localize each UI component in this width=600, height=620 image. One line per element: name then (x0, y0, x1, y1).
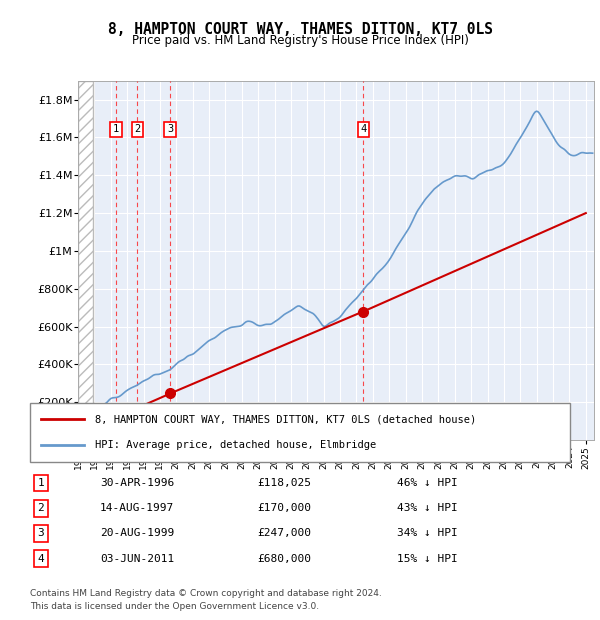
Text: 20-AUG-1999: 20-AUG-1999 (100, 528, 175, 539)
Text: 2: 2 (134, 124, 140, 134)
Text: 15% ↓ HPI: 15% ↓ HPI (397, 554, 458, 564)
Text: This data is licensed under the Open Government Licence v3.0.: This data is licensed under the Open Gov… (30, 602, 319, 611)
Text: 1: 1 (37, 478, 44, 488)
Text: £170,000: £170,000 (257, 503, 311, 513)
Text: 43% ↓ HPI: 43% ↓ HPI (397, 503, 458, 513)
Text: HPI: Average price, detached house, Elmbridge: HPI: Average price, detached house, Elmb… (95, 440, 376, 450)
Text: 8, HAMPTON COURT WAY, THAMES DITTON, KT7 0LS (detached house): 8, HAMPTON COURT WAY, THAMES DITTON, KT7… (95, 415, 476, 425)
Text: 2: 2 (37, 503, 44, 513)
Text: 8, HAMPTON COURT WAY, THAMES DITTON, KT7 0LS: 8, HAMPTON COURT WAY, THAMES DITTON, KT7… (107, 22, 493, 37)
Text: 34% ↓ HPI: 34% ↓ HPI (397, 528, 458, 539)
Text: £118,025: £118,025 (257, 478, 311, 488)
FancyBboxPatch shape (30, 403, 570, 462)
Text: 03-JUN-2011: 03-JUN-2011 (100, 554, 175, 564)
Text: 30-APR-1996: 30-APR-1996 (100, 478, 175, 488)
Text: £680,000: £680,000 (257, 554, 311, 564)
Text: 1: 1 (113, 124, 119, 134)
Text: 4: 4 (37, 554, 44, 564)
Text: 3: 3 (37, 528, 44, 539)
Text: 4: 4 (360, 124, 367, 134)
Text: £247,000: £247,000 (257, 528, 311, 539)
Text: Price paid vs. HM Land Registry's House Price Index (HPI): Price paid vs. HM Land Registry's House … (131, 34, 469, 47)
Bar (78, 81, 93, 440)
Text: 46% ↓ HPI: 46% ↓ HPI (397, 478, 458, 488)
Text: 3: 3 (167, 124, 173, 134)
Text: Contains HM Land Registry data © Crown copyright and database right 2024.: Contains HM Land Registry data © Crown c… (30, 590, 382, 598)
Text: 14-AUG-1997: 14-AUG-1997 (100, 503, 175, 513)
